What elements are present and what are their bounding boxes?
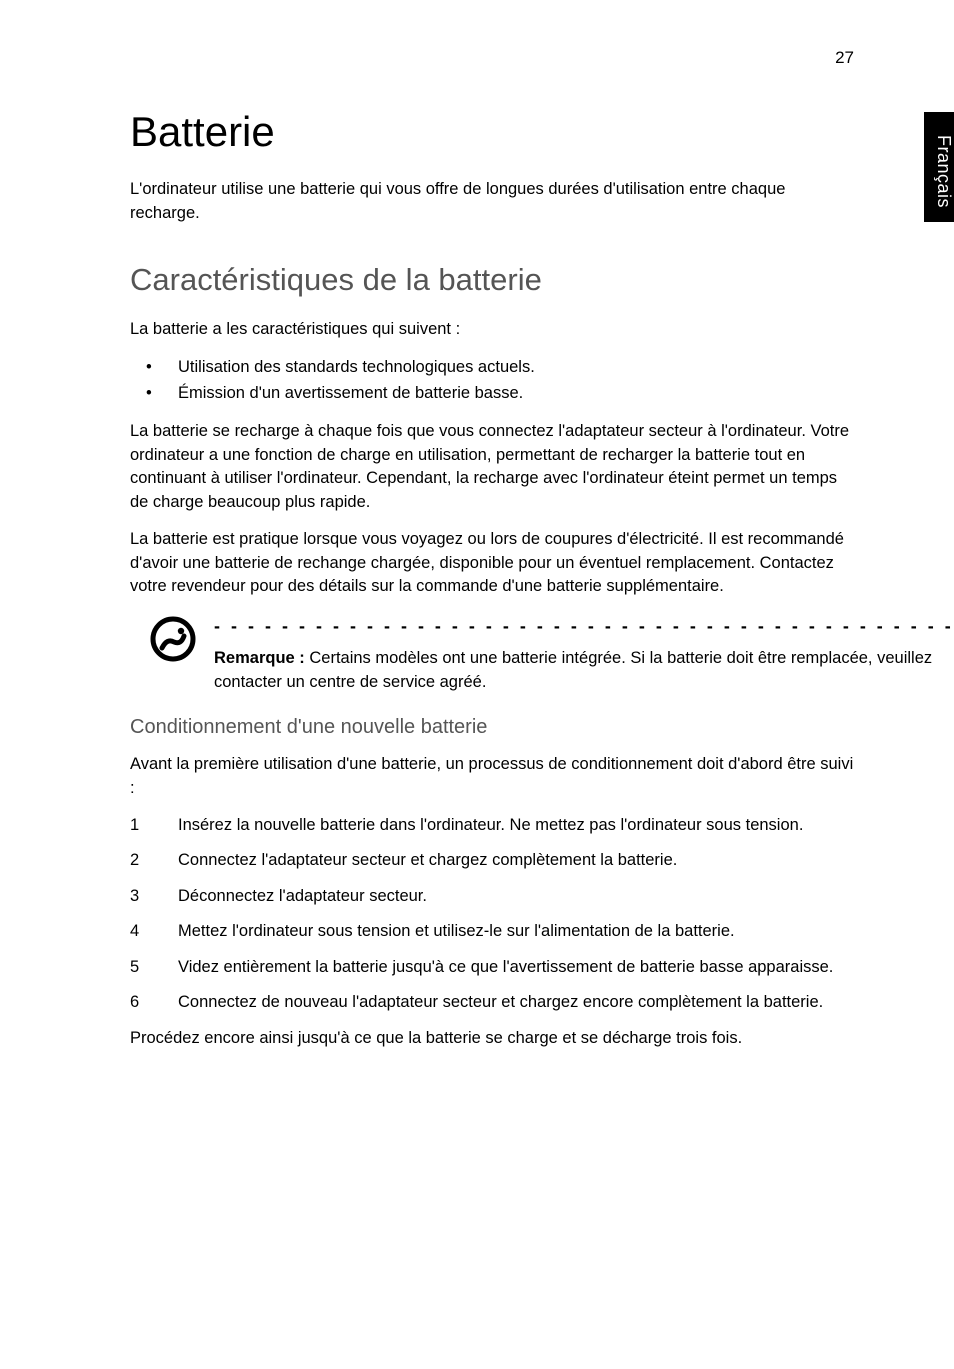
page-title: Batterie	[130, 108, 854, 156]
intro-paragraph: L'ordinateur utilise une batterie qui vo…	[130, 178, 854, 226]
list-item: Déconnectez l'adaptateur secteur.	[130, 885, 854, 908]
list-item: Connectez l'adaptateur secteur et charge…	[130, 849, 854, 872]
list-item: Mettez l'ordinateur sous tension et util…	[130, 920, 854, 943]
list-item: Utilisation des standards technologiques…	[130, 355, 854, 381]
note-icon	[150, 616, 198, 667]
note-label: Remarque :	[214, 649, 309, 667]
note-block: - - - - - - - - - - - - - - - - - - - - …	[150, 616, 854, 694]
note-divider: - - - - - - - - - - - - - - - - - - - - …	[214, 616, 954, 637]
closing-paragraph: Procédez encore ainsi jusqu'à ce que la …	[130, 1027, 854, 1050]
body-paragraph: La batterie se recharge à chaque fois qu…	[130, 420, 854, 514]
list-item: Videz entièrement la batterie jusqu'à ce…	[130, 956, 854, 979]
note-content: - - - - - - - - - - - - - - - - - - - - …	[214, 616, 954, 694]
list-item: Connectez de nouveau l'adaptateur secteu…	[130, 991, 854, 1014]
section-heading: Caractéristiques de la batterie	[130, 262, 854, 298]
language-tab: Français	[924, 112, 954, 222]
subsection-heading: Conditionnement d'une nouvelle batterie	[130, 716, 854, 739]
bullet-list: Utilisation des standards technologiques…	[130, 355, 854, 406]
list-item: Émission d'un avertissement de batterie …	[130, 381, 854, 407]
steps-list: Insérez la nouvelle batterie dans l'ordi…	[130, 814, 854, 1015]
subsection-intro: Avant la première utilisation d'une batt…	[130, 753, 854, 800]
page-number: 27	[835, 48, 854, 68]
note-text: Remarque : Certains modèles ont une batt…	[214, 647, 954, 694]
list-item: Insérez la nouvelle batterie dans l'ordi…	[130, 814, 854, 837]
section-lead: La batterie a les caractéristiques qui s…	[130, 318, 854, 341]
body-paragraph: La batterie est pratique lorsque vous vo…	[130, 528, 854, 598]
note-body: Certains modèles ont une batterie intégr…	[214, 649, 932, 690]
